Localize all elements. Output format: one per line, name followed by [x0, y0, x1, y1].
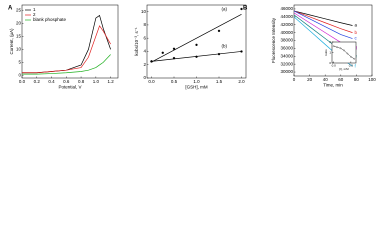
y-tick-label: 10	[141, 9, 147, 14]
x-axis-label: Potential, V	[58, 85, 81, 90]
series-line	[293, 10, 353, 33]
x-tick-label: 1.5	[216, 79, 223, 84]
x-tick-label: 100	[368, 77, 376, 82]
x-tick-label: 1.0	[193, 79, 200, 84]
y-tick-label: 4	[143, 49, 146, 54]
y-tick-label: 32000	[280, 61, 293, 66]
plot-frame	[331, 41, 357, 64]
series-line	[293, 10, 353, 26]
series-label: c	[355, 36, 358, 41]
y-axis-label: Current, (μA)	[9, 28, 14, 55]
y-tick-label: 40000	[280, 30, 293, 35]
y-tick-label: 0	[18, 73, 21, 78]
x-tick-label: 0.0	[19, 79, 26, 84]
series-label: b	[355, 30, 358, 35]
x-tick-label: 1.0	[93, 79, 100, 84]
data-point	[332, 45, 335, 47]
data-point	[353, 58, 356, 60]
y-axis-label: kobs/10⁻³, s⁻¹	[134, 27, 139, 56]
x-axis-label: [GSH], mM	[185, 85, 208, 90]
data-point	[343, 49, 345, 52]
x-tick-label: 40	[323, 77, 329, 82]
data-point	[336, 46, 338, 49]
y-tick-label: 30000	[280, 69, 293, 74]
y-tick-label: 6	[143, 35, 146, 40]
x-tick-label: 0.0	[148, 79, 155, 84]
data-point	[350, 55, 352, 58]
series-line	[293, 10, 353, 39]
y-tick-label: 15	[16, 33, 22, 38]
x-tick-label: 80	[354, 77, 360, 82]
x-tick-label: 0.6	[63, 79, 70, 84]
legend-label: 1	[33, 7, 36, 12]
x-axis-label: Time, min	[323, 83, 343, 88]
data-point	[161, 51, 164, 54]
y-tick-label: 46000	[280, 6, 293, 11]
y-tick-label: 20	[16, 20, 22, 25]
x-tick-label: 0.8	[78, 79, 85, 84]
y-tick-label: 10	[16, 47, 22, 52]
series-label: (b)	[222, 44, 228, 49]
x-tick-label: 0	[293, 77, 296, 82]
data-point	[217, 29, 221, 33]
x-tick-label: 2.0	[238, 79, 245, 84]
y-axis-label: Fluorescence Intensity	[271, 17, 276, 63]
y-tick-label: 0	[329, 61, 331, 65]
data-point	[195, 43, 198, 46]
y-tick-label: 34000	[280, 53, 293, 58]
x-tick-label: 0.5	[349, 63, 354, 67]
x-axis-label: [I], mM	[339, 67, 349, 71]
y-tick-label: 25	[16, 7, 22, 12]
x-tick-label: 0.4	[48, 79, 55, 84]
y-axis-label: kobs	[324, 49, 328, 56]
y-tick-label: 8	[143, 22, 146, 27]
series-label: f	[355, 63, 357, 68]
data-point	[346, 52, 349, 55]
y-tick-label: 0	[143, 75, 146, 80]
series-line	[22, 25, 111, 74]
panel-label: A	[8, 6, 13, 12]
plot-frame	[21, 4, 119, 79]
series-line	[22, 54, 111, 75]
figure: 0.0 0.2 0.4 0.6 0.8 1.0 1.20510152025Potential…	[8, 4, 376, 90]
y-tick-label: 2	[329, 40, 331, 44]
y-tick-label: 42000	[280, 22, 293, 27]
series-line	[151, 51, 242, 62]
y-tick-label: 36000	[280, 46, 293, 51]
plot-frame	[293, 4, 373, 77]
x-tick-label: 0.5	[171, 79, 178, 84]
y-tick-label: 44000	[280, 14, 293, 19]
x-tick-label: 1.2	[107, 79, 114, 84]
series-label: a	[355, 23, 358, 28]
x-tick-label: 0.0	[332, 63, 337, 67]
y-tick-label: 5	[18, 60, 21, 65]
y-tick-label: 1	[329, 50, 331, 54]
x-tick-label: 0.2	[34, 79, 41, 84]
data-point	[240, 7, 243, 11]
y-tick-label: 2	[143, 62, 146, 67]
series-label: (a)	[222, 6, 228, 11]
legend-label: 2	[33, 12, 36, 17]
data-point	[339, 47, 342, 50]
legend-label: blank phosphate	[33, 17, 67, 22]
y-tick-label: 38000	[280, 38, 293, 43]
x-tick-label: 20	[307, 77, 313, 82]
plot-frame	[146, 4, 247, 79]
x-tick-label: 60	[338, 77, 344, 82]
panel-label: B	[243, 6, 248, 12]
series-line	[151, 13, 242, 63]
